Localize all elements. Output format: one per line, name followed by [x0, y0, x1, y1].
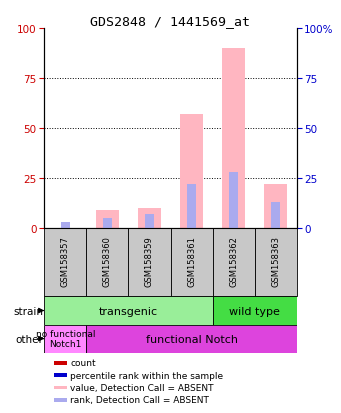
Text: GSM158363: GSM158363 — [271, 236, 280, 287]
Text: GSM158362: GSM158362 — [229, 236, 238, 287]
Text: GSM158360: GSM158360 — [103, 236, 112, 287]
Bar — [55, 386, 67, 389]
Bar — [55, 361, 67, 365]
Text: GSM158359: GSM158359 — [145, 236, 154, 287]
Text: count: count — [70, 358, 96, 368]
Bar — [55, 398, 67, 402]
Text: no functional
Notch1: no functional Notch1 — [35, 329, 95, 349]
Text: rank, Detection Call = ABSENT: rank, Detection Call = ABSENT — [70, 395, 209, 404]
Title: GDS2848 / 1441569_at: GDS2848 / 1441569_at — [90, 15, 251, 28]
Bar — [145, 214, 154, 228]
Bar — [86, 325, 297, 353]
Bar — [103, 218, 112, 228]
Bar — [255, 228, 297, 297]
Bar — [96, 210, 119, 228]
Bar — [44, 297, 212, 325]
Bar — [271, 202, 280, 228]
Bar — [212, 297, 297, 325]
Text: GSM158357: GSM158357 — [61, 236, 70, 287]
Bar — [222, 49, 245, 228]
Bar — [187, 184, 196, 228]
Bar — [212, 228, 255, 297]
Bar — [55, 373, 67, 377]
Text: GSM158361: GSM158361 — [187, 236, 196, 287]
Bar — [44, 325, 86, 353]
Bar — [170, 228, 212, 297]
Bar — [61, 222, 70, 228]
Bar — [229, 172, 238, 228]
Bar — [264, 184, 287, 228]
Text: strain: strain — [14, 306, 44, 316]
Bar — [44, 228, 86, 297]
Text: value, Detection Call = ABSENT: value, Detection Call = ABSENT — [70, 383, 214, 392]
Bar — [129, 228, 170, 297]
Text: percentile rank within the sample: percentile rank within the sample — [70, 371, 223, 380]
Text: other: other — [16, 334, 44, 344]
Text: transgenic: transgenic — [99, 306, 158, 316]
Bar — [138, 208, 161, 228]
Text: wild type: wild type — [229, 306, 280, 316]
Bar — [86, 228, 129, 297]
Bar — [180, 115, 203, 228]
Text: functional Notch: functional Notch — [146, 334, 238, 344]
